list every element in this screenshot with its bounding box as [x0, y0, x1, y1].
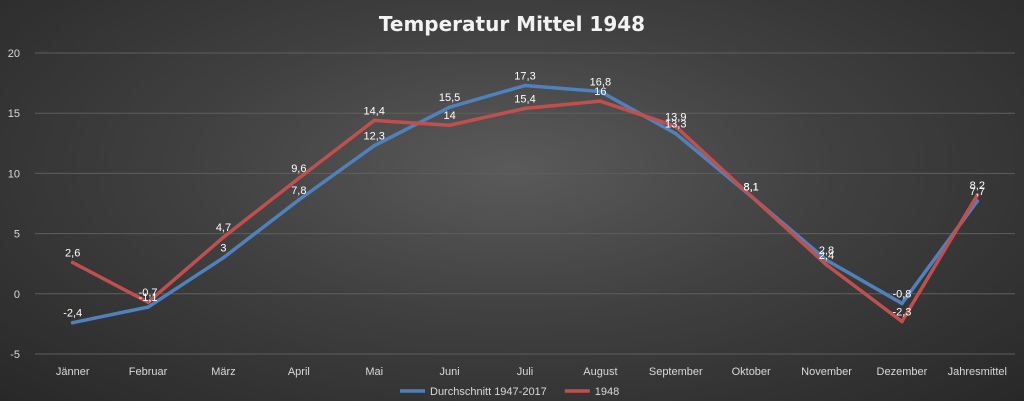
data-point [372, 118, 377, 123]
x-tick-label: Dezember [877, 366, 928, 378]
data-label: 16 [594, 86, 606, 98]
data-label: 16,8 [590, 77, 611, 89]
data-point [297, 198, 301, 202]
x-tick-label: August [583, 366, 617, 378]
data-point [297, 176, 301, 181]
data-point [146, 300, 150, 305]
data-point [447, 105, 452, 109]
data-point [824, 258, 829, 262]
data-label: 3 [220, 243, 226, 255]
data-label: 9,6 [291, 163, 306, 175]
data-label: 2,4 [819, 250, 834, 262]
data-point [523, 83, 527, 88]
data-label: -0,7 [139, 287, 158, 299]
data-labels: -2,4 -1,1 3 7,8 12,3 15,5 17,3 16,8 13,3 8,1 2,8 -0… [63, 71, 985, 320]
data-label: 7,8 [291, 185, 306, 197]
x-tick-label: Juni [440, 366, 460, 378]
x-tick-label: Oktober [732, 366, 771, 378]
y-axis-ticks: -5 0 5 10 15 20 [8, 48, 20, 361]
series-lines [70, 83, 980, 325]
y-tick-label: -5 [10, 349, 20, 361]
data-label: 2,6 [65, 247, 80, 259]
data-label: 13,3 [665, 119, 686, 131]
y-tick-label: 0 [14, 289, 20, 301]
series-line-1 [70, 99, 980, 324]
data-point [900, 301, 904, 306]
data-label: 2,8 [819, 245, 834, 257]
chart-title: Temperatur Mittel 1948 [379, 12, 645, 36]
x-tick-label: März [211, 366, 235, 378]
x-tick-label: Jahresmittel [948, 366, 1007, 378]
data-point [221, 255, 226, 260]
x-tick-label: April [288, 366, 310, 378]
data-label: 7,7 [970, 186, 985, 198]
x-tick-label: Jänner [56, 366, 90, 378]
x-tick-label: November [801, 366, 852, 378]
y-tick-label: 15 [8, 108, 20, 120]
x-tick-label: Mai [365, 366, 383, 378]
y-tick-label: 5 [14, 229, 20, 241]
data-point [975, 193, 980, 197]
x-axis-ticks: Jänner Februar März April Mai Juni Juli August S… [56, 366, 1007, 378]
data-point [372, 143, 377, 148]
x-tick-label: September [649, 366, 703, 378]
data-label: -0,8 [892, 288, 911, 300]
data-label: 14 [443, 110, 455, 122]
x-tick-label: Juli [517, 366, 534, 378]
gridlines [35, 52, 1015, 355]
data-label: 15,4 [514, 93, 535, 105]
data-point [598, 99, 603, 103]
data-label: -2,3 [892, 306, 911, 318]
data-label: 8,2 [970, 180, 985, 192]
data-point [146, 305, 150, 309]
data-point [70, 320, 75, 325]
legend-entry: Durchschnitt 1947-2017 [430, 386, 547, 398]
data-point [70, 260, 75, 265]
x-tick-label: Februar [129, 366, 168, 378]
data-point [221, 235, 226, 240]
data-label: 8,1 [744, 181, 759, 193]
data-point [673, 131, 678, 136]
data-point [447, 123, 452, 128]
data-point [824, 263, 829, 267]
data-point [673, 124, 678, 129]
data-label: 17,3 [514, 71, 535, 83]
legend: Durchschnitt 1947-2017 1948 [400, 386, 619, 398]
series-line-0 [70, 83, 980, 325]
legend-entry: 1948 [595, 386, 619, 398]
y-tick-label: 10 [8, 168, 20, 180]
data-label: 15,5 [439, 92, 460, 104]
y-tick-label: 20 [8, 48, 20, 60]
data-point [598, 89, 603, 94]
data-point [900, 319, 904, 324]
data-label: 8,1 [744, 181, 759, 193]
data-point [975, 199, 980, 203]
data-point [749, 194, 753, 199]
data-point [523, 106, 527, 111]
data-label: 12,3 [364, 131, 385, 143]
data-label: -1,1 [139, 292, 158, 304]
data-label: 13,9 [665, 111, 686, 123]
data-label: -2,4 [63, 308, 82, 320]
data-label: 14,4 [364, 105, 385, 117]
data-label: 4,7 [216, 222, 231, 234]
